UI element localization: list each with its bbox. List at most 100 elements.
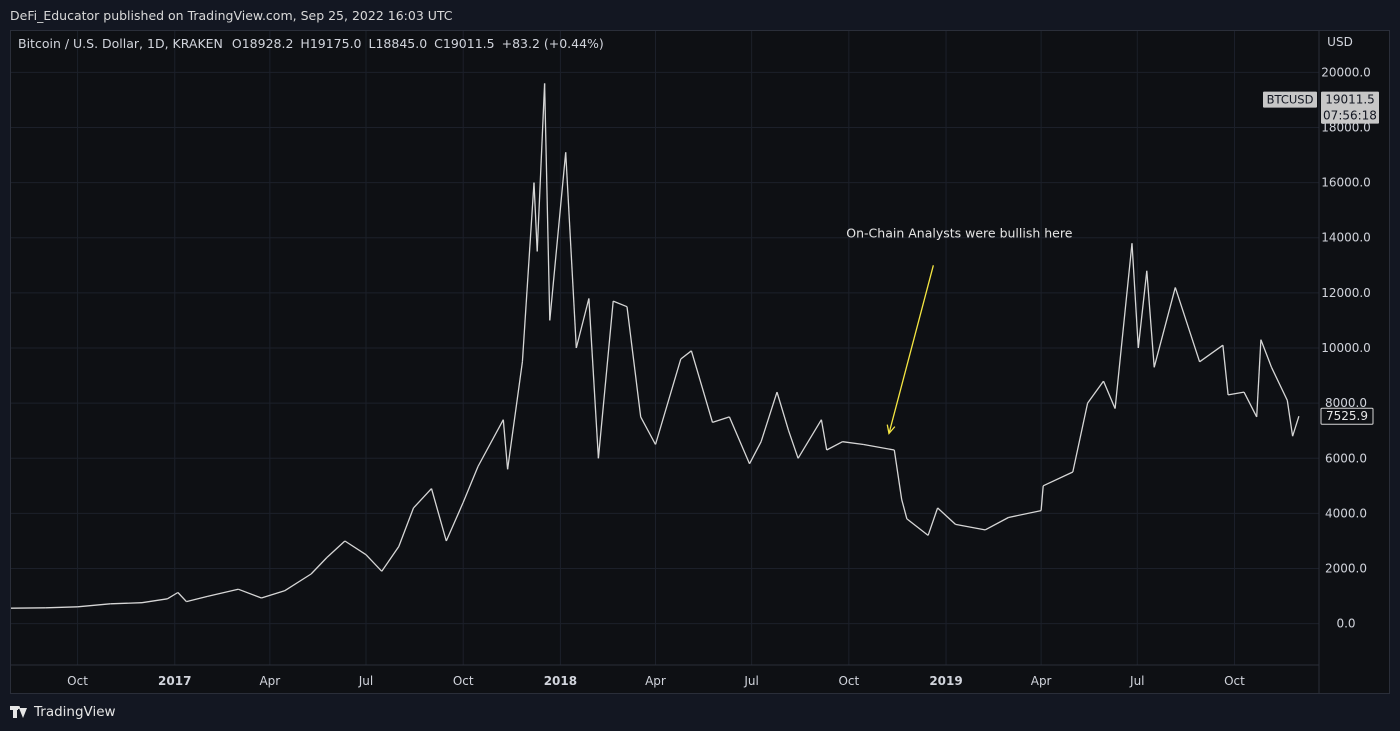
annotation: On-Chain Analysts were bullish here (846, 225, 1073, 435)
price-segment (748, 441, 762, 465)
price-segment (1102, 380, 1116, 409)
y-tick-label: 8000.0 (1325, 396, 1367, 410)
price-segment (45, 606, 78, 609)
price-axis[interactable]: 0.0 2000.0 4000.0 6000.0 8000.0 10000.0 12000.… (1321, 65, 1371, 630)
price-segment (1153, 287, 1176, 368)
tradingview-brand: TradingView (34, 704, 116, 720)
annotation-arrowhead (886, 424, 896, 435)
x-tick-label: Apr (1031, 674, 1052, 688)
legend-open: O18928.2 (232, 36, 294, 51)
annotation-text: On-Chain Analysts were bullish here (846, 225, 1072, 240)
legend-close: C19011.5 (434, 36, 494, 51)
price-segment (826, 441, 843, 451)
price-segment (760, 391, 778, 442)
price-segment (797, 419, 822, 459)
price-segment (543, 83, 551, 321)
price-segment (413, 488, 432, 509)
price-segment (310, 557, 328, 575)
price-segment (654, 358, 682, 445)
x-tick-label: Jul (743, 674, 758, 688)
time-axis[interactable]: Oct 2017 Apr Jul Oct 2018 Apr Jul Oct 2019 Apr Jul O… (67, 674, 1245, 688)
price-segment (207, 588, 239, 598)
price-segment (1131, 243, 1139, 349)
price-segment (502, 419, 509, 470)
y-tick-label: 20000.0 (1321, 65, 1371, 79)
price-segment (1199, 344, 1224, 363)
price-segment (1042, 471, 1074, 487)
price-segment (167, 591, 179, 600)
y-tick-label: 16000.0 (1321, 176, 1371, 190)
tradingview-logo-icon (10, 706, 28, 718)
bar-countdown: 07:56:18 (1323, 109, 1377, 123)
price-segment (787, 430, 799, 459)
last-price-value: 19011.5 (1325, 93, 1375, 107)
price-segment (326, 540, 346, 558)
price-segment (1137, 270, 1148, 349)
price-segment (1222, 345, 1229, 395)
price-segment (536, 83, 546, 252)
x-tick-label: Oct (838, 674, 859, 688)
price-segment (565, 152, 577, 349)
x-tick-label: Jul (358, 674, 373, 688)
price-segment (690, 350, 714, 423)
price-segment (284, 573, 312, 592)
x-tick-label: 2018 (544, 674, 577, 688)
price-segment (1291, 416, 1300, 437)
price-segment (820, 419, 828, 451)
price-segment (1146, 270, 1155, 368)
price-segment (1174, 287, 1201, 363)
legend-symbol: Bitcoin / U.S. Dollar, 1D, KRAKEN (18, 36, 223, 51)
price-segment (626, 306, 642, 417)
visible-price-tag-bg (1320, 407, 1374, 425)
price-segment (680, 350, 692, 360)
currency-label: USD (1327, 35, 1353, 49)
y-tick-label: 10000.0 (1321, 341, 1371, 355)
price-segment (893, 449, 903, 500)
price-segment (1114, 243, 1133, 409)
price-segment (533, 182, 538, 252)
price-segment (728, 416, 751, 465)
price-segment (1008, 509, 1042, 519)
legend-low: L18845.0 (369, 36, 428, 51)
ohlc-legend: Bitcoin / U.S. Dollar, 1D, KRAKEN O18928.… (18, 36, 604, 51)
price-segment (1286, 400, 1294, 437)
price-segment (955, 523, 986, 531)
price-segment (612, 300, 628, 308)
price-segment (381, 546, 400, 572)
price-segment (141, 598, 168, 604)
price-segment (927, 507, 939, 536)
x-tick-label: Oct (1224, 674, 1245, 688)
visible-price-value: 7525.9 (1326, 409, 1368, 423)
y-tick-label: 0.0 (1336, 617, 1355, 631)
price-labels: BTCUSD 19011.5 07:56:18 7525.9 (1263, 91, 1379, 425)
chart-frame[interactable] (10, 30, 1390, 694)
price-segment (110, 602, 143, 605)
x-tick-label: Apr (645, 674, 666, 688)
price-segment (521, 182, 535, 362)
price-segment (575, 298, 590, 349)
price-segment (506, 361, 524, 470)
price-segment (588, 298, 600, 459)
last-price-tag-bg (1321, 91, 1379, 124)
price-series (10, 83, 1300, 609)
price-segment (186, 595, 208, 603)
price-segment (597, 301, 614, 459)
price-segment (462, 466, 479, 503)
x-tick-label: 2019 (929, 674, 962, 688)
price-segment (984, 516, 1009, 531)
x-tick-label: Oct (67, 674, 88, 688)
footer-bar (0, 697, 1400, 731)
y-tick-label: 6000.0 (1325, 451, 1367, 465)
price-segment (842, 441, 864, 446)
symbol-tag: BTCUSD (1267, 93, 1314, 107)
price-segment (261, 590, 285, 599)
price-segment (901, 499, 908, 520)
price-segment (1256, 339, 1262, 417)
price-segment (906, 518, 929, 536)
x-tick-label: Jul (1129, 674, 1144, 688)
tradingview-logo[interactable]: TradingView (10, 704, 116, 720)
price-segment (1270, 367, 1288, 401)
price-segment (430, 488, 447, 542)
publisher-info: DeFi_Educator published on TradingView.c… (10, 8, 453, 23)
